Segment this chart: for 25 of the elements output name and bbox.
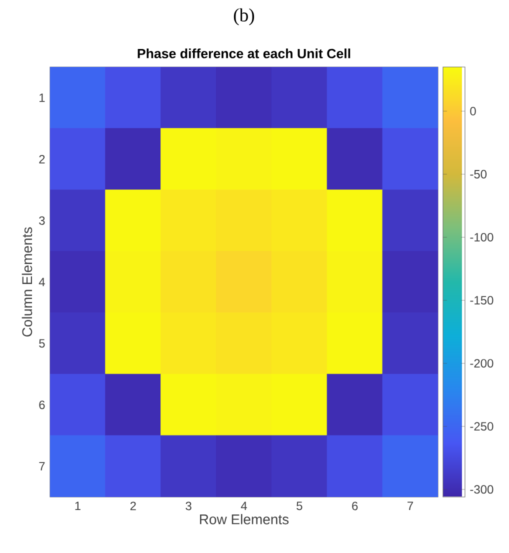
x-tick-label: 4: [240, 502, 247, 510]
color-bar-label: -250: [470, 422, 494, 431]
text: (b): [234, 8, 254, 26]
color-bar-label: -200: [470, 359, 494, 368]
color-bar-label: -300: [470, 485, 494, 494]
x-tick-label: 1: [75, 502, 80, 510]
x-tick-label: 7: [408, 502, 414, 510]
chart-title: Phase difference at each Unit Cell: [138, 48, 350, 58]
y-tick-label: 2: [39, 154, 45, 164]
color-bar-label: -150: [470, 296, 494, 305]
color-bar-label: -100: [470, 232, 494, 242]
y-tick-label: 7: [39, 462, 45, 470]
color-bar-label: -50: [470, 170, 487, 178]
y-axis-title: Column Elements: [22, 227, 32, 337]
x-tick-label: 5: [296, 502, 302, 510]
x-tick-label: 3: [186, 502, 192, 510]
y-tick-label: 6: [39, 400, 45, 410]
x-tick-label: 2: [130, 502, 136, 510]
color-bar-label: 0: [470, 106, 476, 116]
y-tick-label: 3: [39, 216, 45, 225]
y-tick-label: 1: [40, 94, 45, 102]
x-tick-label: 6: [352, 502, 358, 510]
y-tick-label: 4: [38, 278, 45, 286]
x-axis-title: Row Elements: [200, 514, 289, 524]
y-tick-label: 5: [39, 339, 45, 348]
